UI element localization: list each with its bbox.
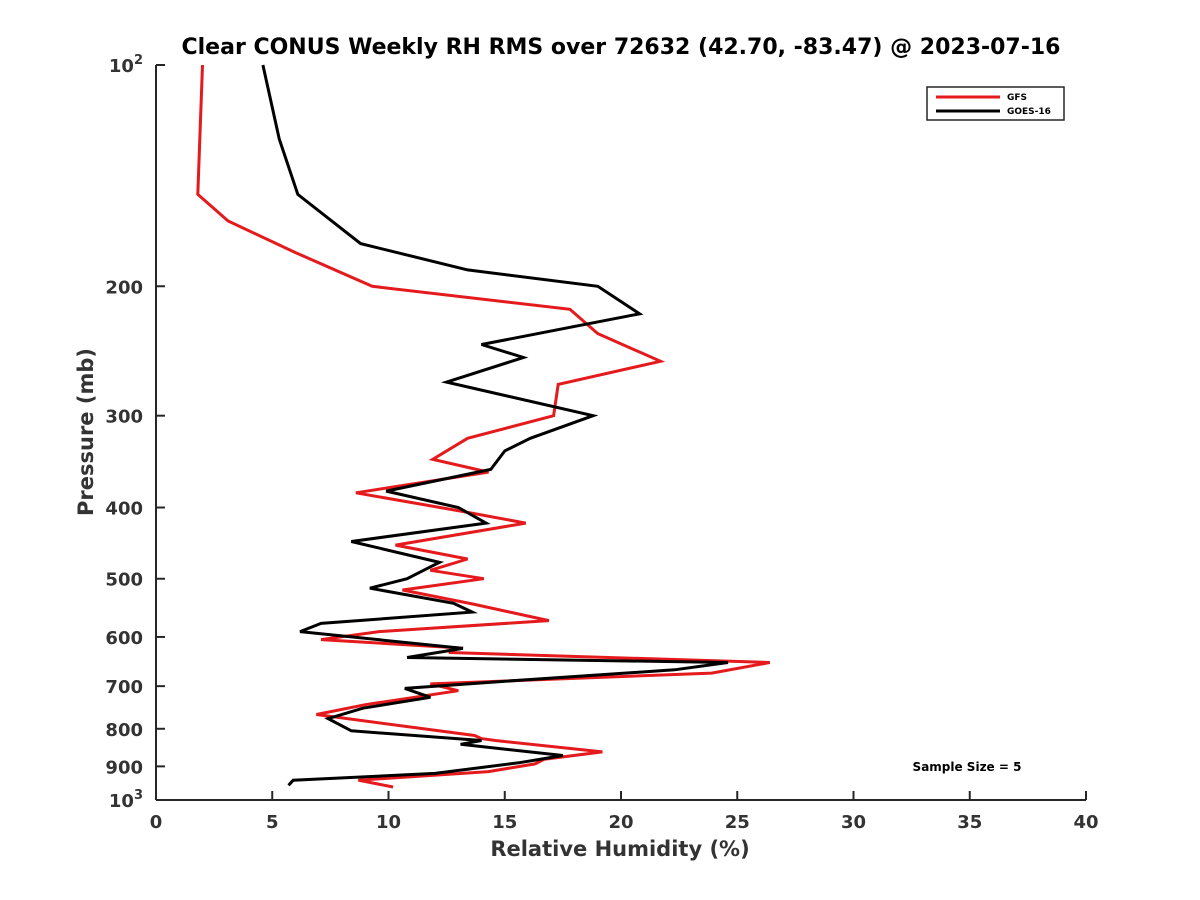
y-tick-label: 800 — [105, 720, 143, 741]
x-tick-label: 0 — [150, 812, 163, 833]
x-tick-label: 20 — [608, 812, 633, 833]
chart-title: Clear CONUS Weekly RH RMS over 72632 (42… — [182, 35, 1061, 60]
sample-size-annotation: Sample Size = 5 — [913, 760, 1022, 774]
y-tick-label: 200 — [105, 277, 143, 298]
legend-label: GFS — [1007, 93, 1027, 103]
x-axis-label: Relative Humidity (%) — [490, 837, 749, 861]
x-tick-label: 10 — [376, 812, 401, 833]
y-tick-label: 900 — [105, 757, 143, 778]
series-line-gfs — [196, 64, 771, 789]
y-tick-label: 600 — [105, 628, 143, 649]
series-layer — [196, 64, 771, 789]
legend-box — [926, 86, 1065, 121]
legend: GFS GOES-16 — [926, 86, 1065, 121]
y-tick-label: 500 — [105, 570, 143, 591]
y-tick-label: 103 — [109, 788, 143, 812]
y-tick-label: 700 — [105, 677, 143, 698]
plot-axes: 0 5 10 15 20 25 30 35 40 102 200 300 400 500 600 700 800… — [105, 53, 1098, 833]
legend-label: GOES-16 — [1007, 107, 1051, 117]
x-tick-label: 25 — [725, 812, 750, 833]
y-axis-label: Pressure (mb) — [74, 348, 98, 516]
series-line-goes-16 — [261, 64, 729, 787]
x-tick-label: 15 — [492, 812, 517, 833]
y-tick-label: 400 — [105, 499, 143, 520]
y-tick-label: 102 — [109, 53, 143, 77]
x-tick-label: 35 — [957, 812, 982, 833]
x-tick-label: 30 — [841, 812, 866, 833]
y-tick-label: 300 — [105, 407, 143, 428]
x-tick-label: 40 — [1073, 812, 1098, 833]
x-tick-label: 5 — [266, 812, 279, 833]
